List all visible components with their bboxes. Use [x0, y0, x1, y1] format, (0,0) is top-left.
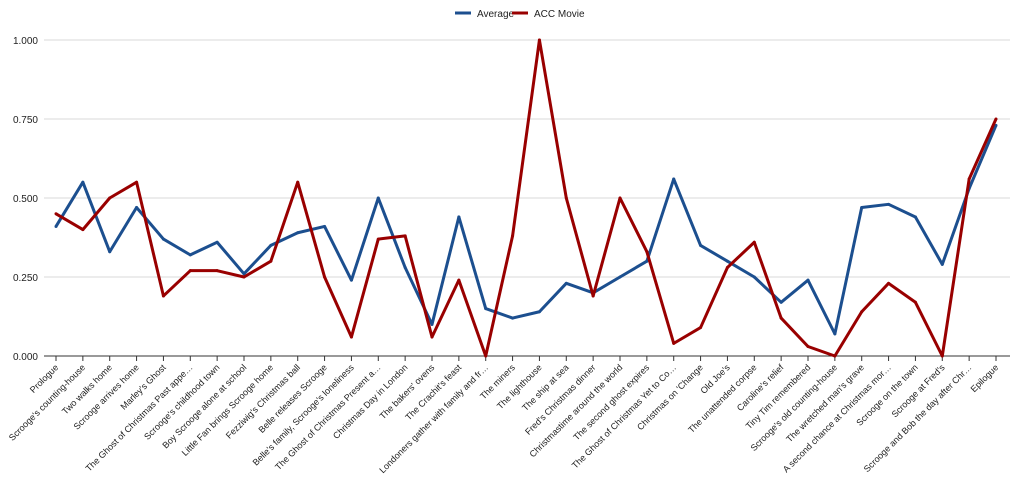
data-point — [994, 123, 998, 127]
data-point — [54, 224, 58, 228]
data-point — [457, 215, 461, 219]
series-lines — [54, 38, 998, 358]
data-point — [511, 234, 515, 238]
data-point — [484, 307, 488, 311]
data-point — [940, 354, 944, 358]
gridlines — [44, 39, 1010, 278]
data-point — [323, 224, 327, 228]
data-point — [349, 335, 353, 339]
y-tick-label: 1.000 — [13, 36, 38, 47]
data-point — [537, 38, 541, 42]
data-point — [699, 326, 703, 330]
data-point — [242, 272, 246, 276]
data-point — [806, 278, 810, 282]
data-point — [806, 345, 810, 349]
data-point — [645, 259, 649, 263]
data-point — [725, 259, 729, 263]
y-axis: 0.000 0.250 0.500 0.750 1.000 — [13, 36, 38, 363]
data-point — [672, 341, 676, 345]
series-line-average — [54, 124, 998, 336]
data-point — [887, 202, 891, 206]
data-point — [725, 266, 729, 270]
data-point — [672, 177, 676, 181]
y-tick-label: 0.500 — [13, 194, 38, 205]
series-line-acc-movie — [55, 38, 998, 358]
y-tick-label: 0.750 — [13, 115, 38, 126]
data-point — [752, 240, 756, 244]
legend-label: ACC Movie — [534, 9, 585, 20]
data-point — [913, 215, 917, 219]
legend-label: Average — [477, 9, 515, 20]
data-point — [699, 243, 703, 247]
x-tick-label: Epilogue — [969, 362, 1001, 394]
y-tick-label: 0.250 — [13, 273, 38, 284]
data-point — [484, 354, 488, 358]
data-point — [645, 250, 649, 254]
data-point — [887, 281, 891, 285]
data-point — [537, 310, 541, 314]
data-point — [779, 300, 783, 304]
data-point — [215, 240, 219, 244]
data-point — [913, 300, 917, 304]
data-point — [376, 237, 380, 241]
data-point — [618, 275, 622, 279]
data-point — [860, 310, 864, 314]
data-point — [135, 205, 139, 209]
data-point — [188, 253, 192, 257]
data-point — [779, 316, 783, 320]
data-point — [591, 294, 595, 298]
data-point — [54, 212, 58, 216]
data-point — [135, 180, 139, 184]
legend: Average ACC Movie — [455, 9, 585, 20]
data-point — [403, 266, 407, 270]
data-point — [323, 275, 327, 279]
data-point — [269, 243, 273, 247]
data-point — [994, 117, 998, 121]
data-point — [618, 196, 622, 200]
data-point — [242, 275, 246, 279]
data-point — [81, 228, 85, 232]
data-point — [833, 332, 837, 336]
data-point — [564, 281, 568, 285]
data-point — [349, 278, 353, 282]
data-point — [161, 237, 165, 241]
data-point — [511, 316, 515, 320]
data-point — [296, 231, 300, 235]
data-point — [188, 269, 192, 273]
data-point — [269, 259, 273, 263]
data-point — [161, 294, 165, 298]
data-point — [296, 180, 300, 184]
x-tick-label: Caroline's relief — [735, 362, 786, 413]
data-point — [108, 196, 112, 200]
data-point — [860, 205, 864, 209]
data-point — [967, 177, 971, 181]
data-point — [564, 196, 568, 200]
data-point — [215, 269, 219, 273]
data-point — [403, 234, 407, 238]
data-point — [108, 250, 112, 254]
y-tick-label: 0.000 — [13, 352, 38, 363]
data-point — [752, 275, 756, 279]
data-point — [430, 322, 434, 326]
data-point — [457, 278, 461, 282]
data-point — [376, 196, 380, 200]
x-tick-label: The ship at sea — [520, 362, 571, 413]
data-point — [833, 354, 837, 358]
data-point — [430, 335, 434, 339]
data-point — [81, 180, 85, 184]
data-point — [940, 262, 944, 266]
